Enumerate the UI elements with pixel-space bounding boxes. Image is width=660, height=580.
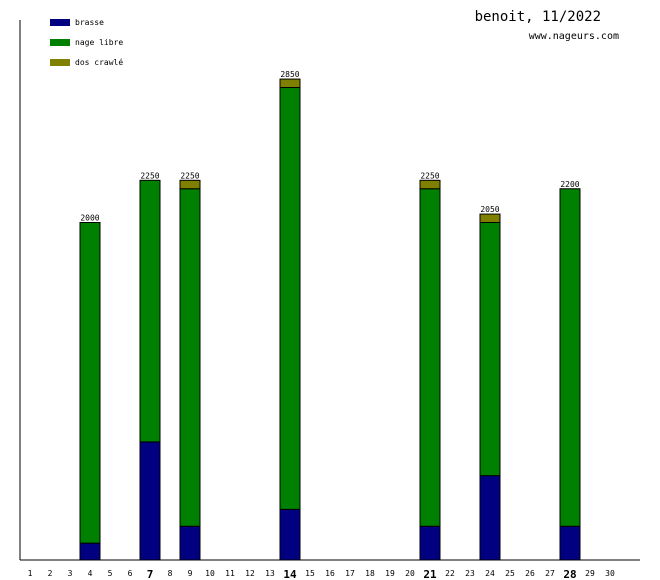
total-label-day-9: 2250 (180, 171, 199, 180)
x-tick-13: 13 (265, 569, 275, 578)
x-tick-5: 5 (108, 569, 113, 578)
bar-dos-crawl--day-24 (479, 213, 501, 223)
x-tick-23: 23 (465, 569, 475, 578)
total-label-day-21: 2250 (420, 171, 439, 180)
x-tick-8: 8 (168, 569, 173, 578)
x-tick-7: 7 (147, 568, 154, 580)
x-tick-2: 2 (48, 569, 53, 578)
x-tick-4: 4 (88, 569, 93, 578)
x-tick-6: 6 (128, 569, 133, 578)
x-tick-21: 21 (423, 568, 437, 580)
x-tick-20: 20 (405, 569, 415, 578)
total-label-day-24: 2050 (480, 205, 499, 214)
legend-label-2: dos crawlé (75, 57, 123, 67)
chart-title: benoit, 11/2022 (474, 9, 601, 25)
x-tick-18: 18 (365, 569, 375, 578)
legend-label-1: nage libre (75, 38, 123, 47)
site-url: www.nageurs.com (528, 31, 619, 42)
bar-nage-libre-day-21 (419, 188, 441, 527)
bar-nage-libre-day-14 (279, 87, 301, 510)
bar-nage-libre-day-28 (559, 188, 581, 527)
x-tick-25: 25 (505, 569, 515, 578)
bar-brasse-day-7 (139, 441, 161, 561)
bar-nage-libre-day-9 (179, 188, 201, 527)
x-tick-9: 9 (188, 569, 193, 578)
x-tick-12: 12 (245, 569, 255, 578)
legend-swatch-0 (50, 19, 70, 26)
x-tick-1: 1 (28, 569, 33, 578)
legend-label-0: brasse (75, 18, 104, 27)
x-tick-17: 17 (345, 569, 355, 578)
bar-dos-crawl--day-21 (419, 179, 441, 190)
legend-swatch-1 (50, 39, 70, 46)
bar-brasse-day-24 (479, 475, 501, 561)
x-tick-10: 10 (205, 569, 215, 578)
x-tick-29: 29 (585, 569, 595, 578)
x-tick-3: 3 (68, 569, 73, 578)
total-labels: 2000 2250 2250 2850 2250 2050 2200 (80, 70, 579, 222)
x-tick-15: 15 (305, 569, 315, 578)
bar-nage-libre-day-7 (139, 179, 161, 443)
bar-nage-libre-day-4 (79, 222, 101, 544)
total-label-day-28: 2200 (560, 180, 579, 189)
x-tick-16: 16 (325, 569, 335, 578)
x-tick-11: 11 (225, 569, 235, 578)
bar-brasse-day-4 (79, 542, 101, 561)
x-tick-14: 14 (283, 568, 297, 580)
x-tick-26: 26 (525, 569, 535, 578)
x-tick-24: 24 (485, 569, 495, 578)
legend-swatch-2 (50, 59, 70, 66)
legend: brasse nage libre dos crawlé (50, 18, 123, 67)
x-tick-27: 27 (545, 569, 555, 578)
bar-dos-crawl--day-14 (279, 78, 301, 88)
x-tick-labels: 1 2 3 4 5 6 7 8 9 10 11 12 13 14 15 16 17 18 19 20 21 22 23 24 2… (28, 568, 615, 580)
bar-brasse-day-28 (559, 525, 581, 561)
bars (79, 78, 581, 561)
bar-brasse-day-9 (179, 525, 201, 561)
total-label-day-7: 2250 (140, 171, 159, 180)
bar-dos-crawl--day-9 (179, 179, 201, 190)
total-label-day-4: 2000 (80, 214, 99, 223)
bar-brasse-day-14 (279, 508, 301, 561)
total-label-day-14: 2850 (280, 70, 299, 79)
bar-brasse-day-21 (419, 525, 441, 561)
bar-nage-libre-day-24 (479, 222, 501, 477)
x-tick-19: 19 (385, 569, 395, 578)
x-tick-22: 22 (445, 569, 455, 578)
x-tick-30: 30 (605, 569, 615, 578)
x-tick-28: 28 (563, 568, 576, 580)
